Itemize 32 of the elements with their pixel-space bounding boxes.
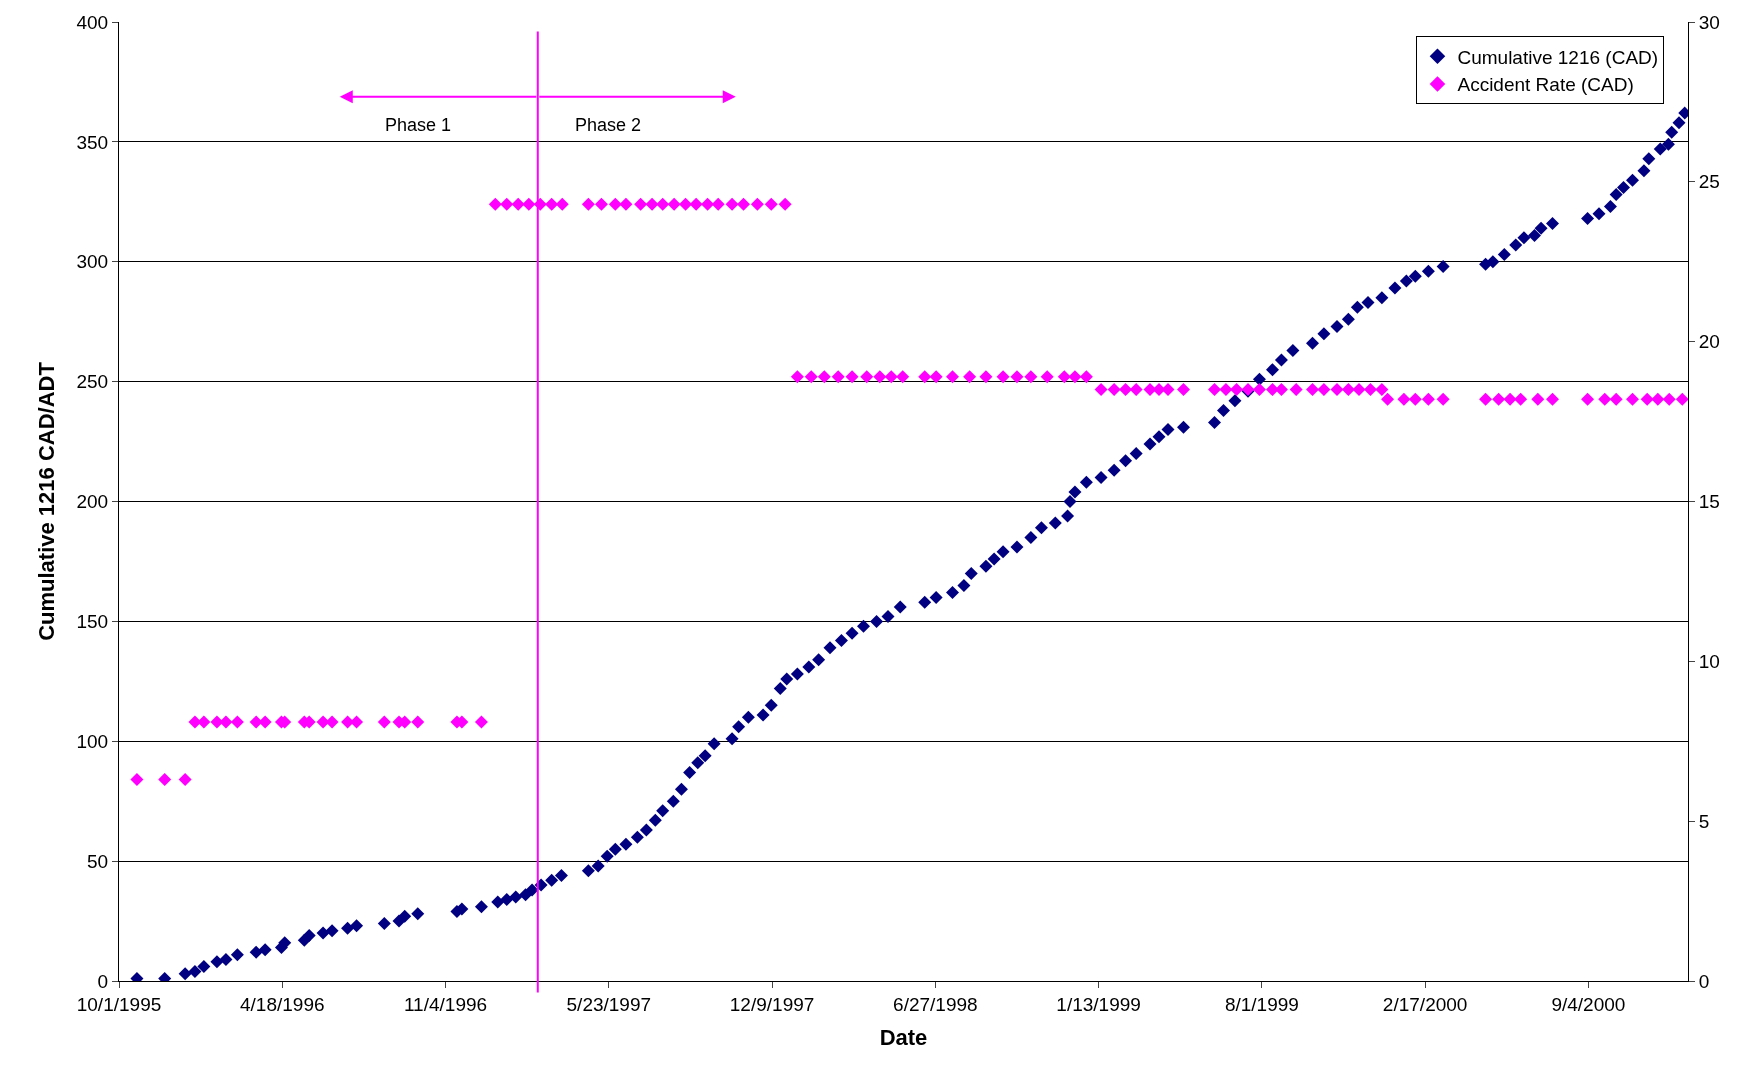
x-tick-label: 4/18/1996	[240, 993, 325, 1015]
y-tick-label: 350	[76, 131, 109, 153]
legend-label: Cumulative 1216 (CAD)	[1457, 46, 1659, 68]
annotation: Phase 1	[385, 115, 452, 135]
y-tick-label: 0	[97, 970, 109, 992]
x-tick-label: 11/4/1996	[403, 993, 488, 1015]
y-axis-title: Cumulative 1216 CAD/ADT	[34, 361, 60, 641]
y2-tick-label: 5	[1698, 810, 1710, 832]
x-tick-label: 1/13/1999	[1056, 993, 1141, 1015]
y-tick-label: 200	[76, 491, 109, 513]
x-tick-label: 5/23/1997	[566, 993, 652, 1015]
legend-label: Accident Rate (CAD)	[1457, 74, 1634, 96]
y-tick-label: 250	[76, 371, 109, 393]
y2-tick-label: 0	[1698, 970, 1710, 992]
y-tick-label: 50	[87, 850, 109, 872]
annotation: Phase 2	[575, 115, 642, 135]
x-tick-label: 6/27/1998	[893, 993, 978, 1015]
y2-tick-label: 20	[1698, 331, 1720, 353]
x-tick-label: 10/1/1995	[76, 993, 162, 1015]
x-tick-label: 12/9/1997	[729, 993, 815, 1015]
y-tick-label: 300	[76, 251, 109, 273]
y-tick-label: 400	[76, 11, 109, 33]
x-tick-label: 2/17/2000	[1382, 993, 1468, 1015]
y2-tick-label: 25	[1698, 171, 1720, 193]
x-axis-title: Date	[879, 1024, 928, 1050]
x-tick-label: 9/4/2000	[1551, 993, 1626, 1015]
y-tick-label: 100	[76, 730, 109, 752]
y2-tick-label: 30	[1698, 11, 1720, 33]
x-tick-label: 8/1/1999	[1224, 993, 1299, 1015]
y2-tick-label: 15	[1698, 491, 1720, 513]
y2-tick-label: 10	[1698, 650, 1720, 672]
y-tick-label: 150	[76, 611, 109, 633]
